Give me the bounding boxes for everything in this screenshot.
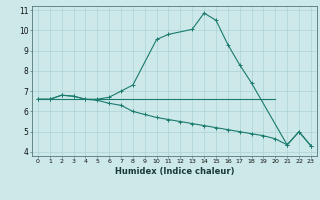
X-axis label: Humidex (Indice chaleur): Humidex (Indice chaleur) <box>115 167 234 176</box>
